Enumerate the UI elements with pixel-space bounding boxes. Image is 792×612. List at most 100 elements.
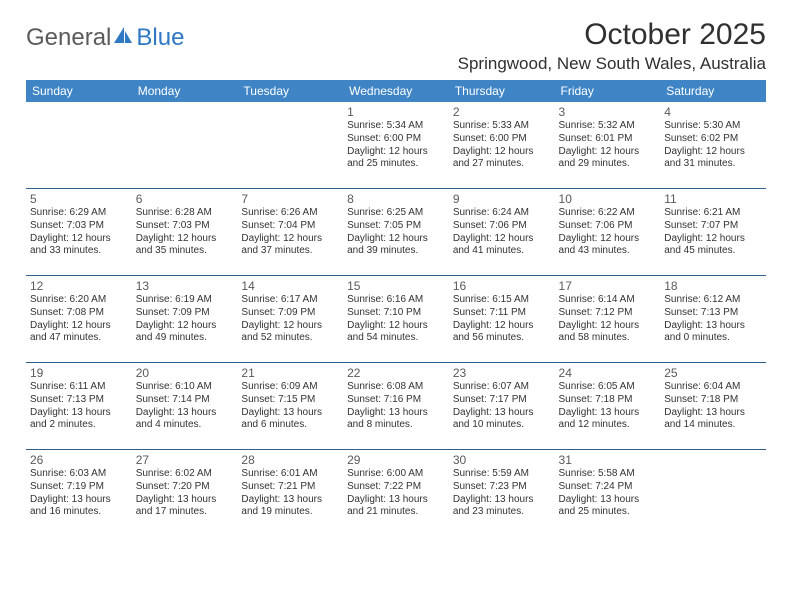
day-info: Sunrise: 6:02 AMSunset: 7:20 PMDaylight:… bbox=[136, 468, 234, 519]
calendar-day-cell: 30Sunrise: 5:59 AMSunset: 7:23 PMDayligh… bbox=[449, 450, 555, 537]
header: General Blue October 2025 Springwood, Ne… bbox=[26, 18, 766, 74]
sunset-text: Sunset: 7:08 PM bbox=[30, 307, 128, 320]
daylight-text: Daylight: 13 hours and 21 minutes. bbox=[347, 494, 445, 520]
day-number: 11 bbox=[664, 192, 762, 206]
daylight-text: Daylight: 13 hours and 0 minutes. bbox=[664, 320, 762, 346]
daylight-text: Daylight: 13 hours and 25 minutes. bbox=[559, 494, 657, 520]
calendar-day-cell: 28Sunrise: 6:01 AMSunset: 7:21 PMDayligh… bbox=[237, 450, 343, 537]
day-info: Sunrise: 5:59 AMSunset: 7:23 PMDaylight:… bbox=[453, 468, 551, 519]
sunrise-text: Sunrise: 6:12 AM bbox=[664, 294, 762, 307]
sunset-text: Sunset: 7:20 PM bbox=[136, 481, 234, 494]
sunset-text: Sunset: 7:19 PM bbox=[30, 481, 128, 494]
sunset-text: Sunset: 7:09 PM bbox=[241, 307, 339, 320]
calendar-day-cell: 26Sunrise: 6:03 AMSunset: 7:19 PMDayligh… bbox=[26, 450, 132, 537]
day-info: Sunrise: 6:14 AMSunset: 7:12 PMDaylight:… bbox=[559, 294, 657, 345]
daylight-text: Daylight: 13 hours and 10 minutes. bbox=[453, 407, 551, 433]
day-info: Sunrise: 6:16 AMSunset: 7:10 PMDaylight:… bbox=[347, 294, 445, 345]
daylight-text: Daylight: 12 hours and 56 minutes. bbox=[453, 320, 551, 346]
calendar-week-row: 5Sunrise: 6:29 AMSunset: 7:03 PMDaylight… bbox=[26, 189, 766, 276]
daylight-text: Daylight: 12 hours and 47 minutes. bbox=[30, 320, 128, 346]
calendar-day-cell: 29Sunrise: 6:00 AMSunset: 7:22 PMDayligh… bbox=[343, 450, 449, 537]
day-number: 29 bbox=[347, 453, 445, 467]
day-number: 26 bbox=[30, 453, 128, 467]
sunset-text: Sunset: 7:10 PM bbox=[347, 307, 445, 320]
calendar-day-cell: 6Sunrise: 6:28 AMSunset: 7:03 PMDaylight… bbox=[132, 189, 238, 276]
day-info: Sunrise: 6:22 AMSunset: 7:06 PMDaylight:… bbox=[559, 207, 657, 258]
calendar-day-cell bbox=[660, 450, 766, 537]
daylight-text: Daylight: 12 hours and 58 minutes. bbox=[559, 320, 657, 346]
logo-text-blue: Blue bbox=[136, 24, 184, 52]
weekday-header: Monday bbox=[132, 80, 238, 102]
daylight-text: Daylight: 13 hours and 6 minutes. bbox=[241, 407, 339, 433]
day-info: Sunrise: 5:30 AMSunset: 6:02 PMDaylight:… bbox=[664, 120, 762, 171]
daylight-text: Daylight: 12 hours and 35 minutes. bbox=[136, 233, 234, 259]
sunset-text: Sunset: 7:13 PM bbox=[30, 394, 128, 407]
day-info: Sunrise: 6:21 AMSunset: 7:07 PMDaylight:… bbox=[664, 207, 762, 258]
sunset-text: Sunset: 7:06 PM bbox=[453, 220, 551, 233]
day-info: Sunrise: 6:07 AMSunset: 7:17 PMDaylight:… bbox=[453, 381, 551, 432]
day-info: Sunrise: 6:15 AMSunset: 7:11 PMDaylight:… bbox=[453, 294, 551, 345]
sunset-text: Sunset: 7:09 PM bbox=[136, 307, 234, 320]
sunrise-text: Sunrise: 6:22 AM bbox=[559, 207, 657, 220]
sunrise-text: Sunrise: 6:11 AM bbox=[30, 381, 128, 394]
weekday-header: Thursday bbox=[449, 80, 555, 102]
sunrise-text: Sunrise: 6:15 AM bbox=[453, 294, 551, 307]
title-block: October 2025 Springwood, New South Wales… bbox=[458, 18, 766, 74]
sunrise-text: Sunrise: 6:08 AM bbox=[347, 381, 445, 394]
calendar-day-cell: 25Sunrise: 6:04 AMSunset: 7:18 PMDayligh… bbox=[660, 363, 766, 450]
day-number: 25 bbox=[664, 366, 762, 380]
calendar-day-cell: 16Sunrise: 6:15 AMSunset: 7:11 PMDayligh… bbox=[449, 276, 555, 363]
daylight-text: Daylight: 12 hours and 31 minutes. bbox=[664, 146, 762, 172]
weekday-header: Tuesday bbox=[237, 80, 343, 102]
sunrise-text: Sunrise: 6:05 AM bbox=[559, 381, 657, 394]
day-number: 16 bbox=[453, 279, 551, 293]
daylight-text: Daylight: 12 hours and 39 minutes. bbox=[347, 233, 445, 259]
day-number: 15 bbox=[347, 279, 445, 293]
daylight-text: Daylight: 13 hours and 16 minutes. bbox=[30, 494, 128, 520]
day-info: Sunrise: 6:11 AMSunset: 7:13 PMDaylight:… bbox=[30, 381, 128, 432]
daylight-text: Daylight: 12 hours and 49 minutes. bbox=[136, 320, 234, 346]
sunrise-text: Sunrise: 6:17 AM bbox=[241, 294, 339, 307]
calendar-day-cell: 7Sunrise: 6:26 AMSunset: 7:04 PMDaylight… bbox=[237, 189, 343, 276]
day-number: 19 bbox=[30, 366, 128, 380]
calendar-day-cell: 31Sunrise: 5:58 AMSunset: 7:24 PMDayligh… bbox=[555, 450, 661, 537]
day-info: Sunrise: 6:00 AMSunset: 7:22 PMDaylight:… bbox=[347, 468, 445, 519]
calendar-week-row: 1Sunrise: 5:34 AMSunset: 6:00 PMDaylight… bbox=[26, 102, 766, 189]
sunset-text: Sunset: 7:06 PM bbox=[559, 220, 657, 233]
sunset-text: Sunset: 6:00 PM bbox=[453, 133, 551, 146]
day-number: 21 bbox=[241, 366, 339, 380]
sunset-text: Sunset: 7:17 PM bbox=[453, 394, 551, 407]
daylight-text: Daylight: 13 hours and 12 minutes. bbox=[559, 407, 657, 433]
sunrise-text: Sunrise: 6:02 AM bbox=[136, 468, 234, 481]
day-info: Sunrise: 6:12 AMSunset: 7:13 PMDaylight:… bbox=[664, 294, 762, 345]
calendar-day-cell: 1Sunrise: 5:34 AMSunset: 6:00 PMDaylight… bbox=[343, 102, 449, 189]
calendar-day-cell bbox=[132, 102, 238, 189]
sunrise-text: Sunrise: 6:10 AM bbox=[136, 381, 234, 394]
sunrise-text: Sunrise: 6:25 AM bbox=[347, 207, 445, 220]
sunset-text: Sunset: 7:12 PM bbox=[559, 307, 657, 320]
sunset-text: Sunset: 7:11 PM bbox=[453, 307, 551, 320]
calendar-day-cell: 18Sunrise: 6:12 AMSunset: 7:13 PMDayligh… bbox=[660, 276, 766, 363]
day-info: Sunrise: 6:20 AMSunset: 7:08 PMDaylight:… bbox=[30, 294, 128, 345]
daylight-text: Daylight: 13 hours and 2 minutes. bbox=[30, 407, 128, 433]
calendar-day-cell: 19Sunrise: 6:11 AMSunset: 7:13 PMDayligh… bbox=[26, 363, 132, 450]
daylight-text: Daylight: 12 hours and 52 minutes. bbox=[241, 320, 339, 346]
month-title: October 2025 bbox=[458, 18, 766, 52]
sunset-text: Sunset: 7:05 PM bbox=[347, 220, 445, 233]
day-number: 5 bbox=[30, 192, 128, 206]
sunset-text: Sunset: 7:03 PM bbox=[136, 220, 234, 233]
sunrise-text: Sunrise: 5:59 AM bbox=[453, 468, 551, 481]
day-number: 20 bbox=[136, 366, 234, 380]
calendar-day-cell: 22Sunrise: 6:08 AMSunset: 7:16 PMDayligh… bbox=[343, 363, 449, 450]
logo: General Blue bbox=[26, 18, 184, 52]
sunrise-text: Sunrise: 5:30 AM bbox=[664, 120, 762, 133]
sunrise-text: Sunrise: 6:03 AM bbox=[30, 468, 128, 481]
sunrise-text: Sunrise: 6:01 AM bbox=[241, 468, 339, 481]
daylight-text: Daylight: 13 hours and 8 minutes. bbox=[347, 407, 445, 433]
sunset-text: Sunset: 7:18 PM bbox=[664, 394, 762, 407]
day-number: 14 bbox=[241, 279, 339, 293]
weekday-header: Sunday bbox=[26, 80, 132, 102]
day-number: 17 bbox=[559, 279, 657, 293]
sunrise-text: Sunrise: 6:20 AM bbox=[30, 294, 128, 307]
sunrise-text: Sunrise: 6:29 AM bbox=[30, 207, 128, 220]
